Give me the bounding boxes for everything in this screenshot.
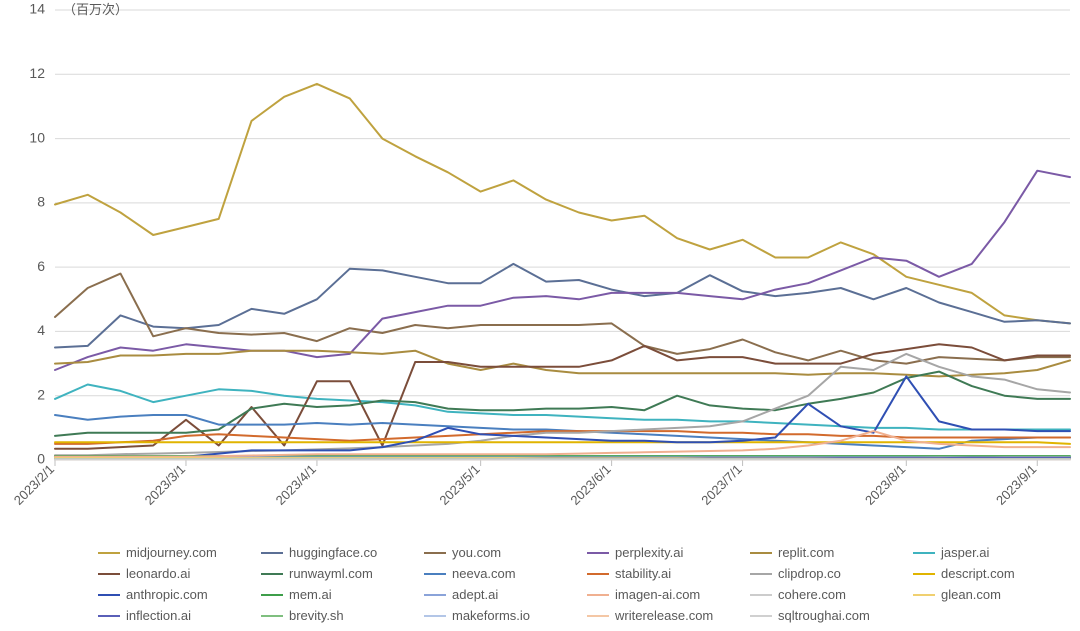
y-tick-label: 2	[37, 386, 45, 402]
legend-label: midjourney.com	[126, 545, 217, 560]
legend-swatch	[913, 552, 935, 554]
legend-swatch	[261, 573, 283, 575]
legend-swatch	[750, 615, 772, 617]
x-tick-label: 2023/5/1	[436, 462, 482, 508]
series-line-4	[55, 351, 1070, 377]
legend-item-12: anthropic.com	[98, 587, 255, 602]
x-tick-label: 2023/9/1	[993, 462, 1039, 508]
series-line-7	[55, 372, 1070, 436]
legend-swatch	[587, 615, 609, 617]
legend-swatch	[98, 594, 120, 596]
legend-label: runwayml.com	[289, 566, 373, 581]
legend-label: leonardo.ai	[126, 566, 190, 581]
x-tick-label: 2023/6/1	[567, 462, 613, 508]
legend-item-13: mem.ai	[261, 587, 418, 602]
legend-item-14: adept.ai	[424, 587, 581, 602]
legend-label: neeva.com	[452, 566, 516, 581]
legend-label: writerelease.com	[615, 608, 713, 623]
legend-label: adept.ai	[452, 587, 498, 602]
y-tick-label: 8	[37, 194, 45, 210]
legend-label: stability.ai	[615, 566, 671, 581]
series-line-1	[55, 264, 1070, 348]
legend-swatch	[261, 552, 283, 554]
chart-svg: 02468101214（百万次）2023/2/12023/3/12023/4/1…	[0, 0, 1080, 631]
traffic-line-chart: 02468101214（百万次）2023/2/12023/3/12023/4/1…	[0, 0, 1080, 631]
y-tick-label: 14	[29, 1, 45, 17]
y-tick-label: 12	[29, 65, 45, 81]
legend-label: jasper.ai	[941, 545, 989, 560]
legend-label: sqltroughai.com	[778, 608, 870, 623]
x-tick-label: 2023/2/1	[11, 462, 57, 508]
legend-item-4: replit.com	[750, 545, 907, 560]
legend-item-9: stability.ai	[587, 566, 744, 581]
legend-label: replit.com	[778, 545, 834, 560]
x-tick-label: 2023/3/1	[142, 462, 188, 508]
y-tick-label: 4	[37, 322, 45, 338]
legend-swatch	[261, 615, 283, 617]
legend-label: cohere.com	[778, 587, 846, 602]
legend-label: inflection.ai	[126, 608, 191, 623]
legend-swatch	[261, 594, 283, 596]
legend-item-15: imagen-ai.com	[587, 587, 744, 602]
legend-item-16: cohere.com	[750, 587, 907, 602]
legend-item-7: runwayml.com	[261, 566, 418, 581]
legend-swatch	[98, 615, 120, 617]
legend-label: clipdrop.co	[778, 566, 841, 581]
legend-label: mem.ai	[289, 587, 332, 602]
legend-label: perplexity.ai	[615, 545, 683, 560]
legend-item-0: midjourney.com	[98, 545, 255, 560]
legend-label: glean.com	[941, 587, 1001, 602]
legend-item-2: you.com	[424, 545, 581, 560]
legend-swatch	[424, 615, 446, 617]
legend-label: imagen-ai.com	[615, 587, 700, 602]
legend-swatch	[750, 552, 772, 554]
legend-item-1: huggingface.co	[261, 545, 418, 560]
legend-item-21: writerelease.com	[587, 608, 744, 623]
legend-item-3: perplexity.ai	[587, 545, 744, 560]
series-line-2	[55, 274, 1070, 364]
legend-label: anthropic.com	[126, 587, 208, 602]
x-tick-label: 2023/7/1	[698, 462, 744, 508]
legend-item-6: leonardo.ai	[98, 566, 255, 581]
y-tick-label: 10	[29, 129, 45, 145]
legend-item-19: brevity.sh	[261, 608, 418, 623]
legend-swatch	[424, 573, 446, 575]
series-line-0	[55, 84, 1070, 324]
legend-swatch	[750, 594, 772, 596]
legend-swatch	[750, 573, 772, 575]
legend-swatch	[98, 573, 120, 575]
legend-swatch	[913, 594, 935, 596]
legend-item-11: descript.com	[913, 566, 1070, 581]
legend-swatch	[587, 552, 609, 554]
legend-item-5: jasper.ai	[913, 545, 1070, 560]
legend-item-8: neeva.com	[424, 566, 581, 581]
legend-item-10: clipdrop.co	[750, 566, 907, 581]
legend-item-17: glean.com	[913, 587, 1070, 602]
legend-swatch	[424, 594, 446, 596]
legend-item-18: inflection.ai	[98, 608, 255, 623]
legend-swatch	[587, 573, 609, 575]
legend-swatch	[913, 573, 935, 575]
legend-swatch	[98, 552, 120, 554]
x-tick-label: 2023/4/1	[273, 462, 319, 508]
legend-swatch	[424, 552, 446, 554]
legend-label: brevity.sh	[289, 608, 344, 623]
legend-label: makeforms.io	[452, 608, 530, 623]
series-line-10	[55, 354, 1070, 455]
x-tick-label: 2023/8/1	[862, 462, 908, 508]
y-tick-label: 6	[37, 258, 45, 274]
legend-label: descript.com	[941, 566, 1015, 581]
y-axis-unit: （百万次）	[63, 2, 128, 17]
legend-label: you.com	[452, 545, 501, 560]
legend-swatch	[587, 594, 609, 596]
legend: midjourney.com huggingface.co you.com perpl…	[98, 545, 1070, 623]
legend-item-20: makeforms.io	[424, 608, 581, 623]
legend-item-22: sqltroughai.com	[750, 608, 907, 623]
legend-label: huggingface.co	[289, 545, 377, 560]
series-line-3	[55, 171, 1070, 370]
